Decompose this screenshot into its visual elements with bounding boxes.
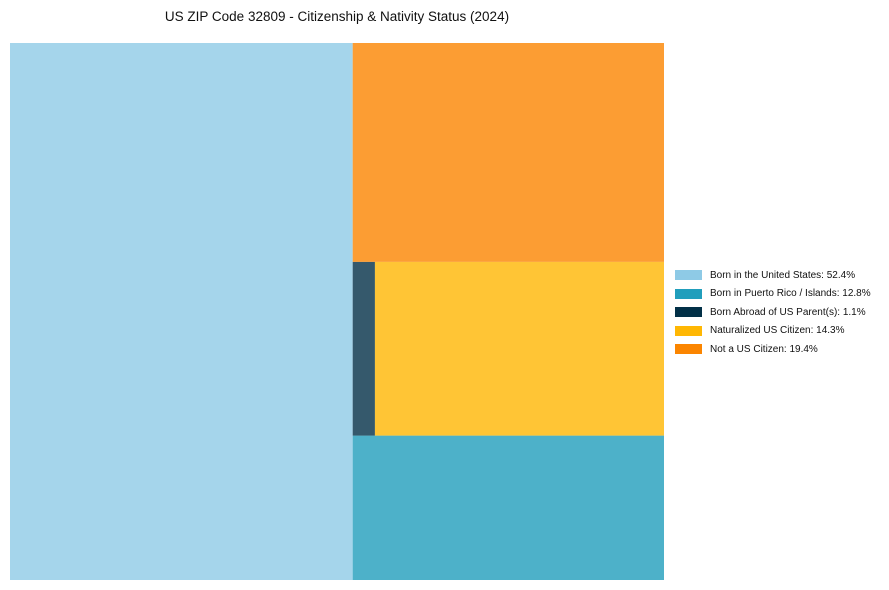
legend-swatch xyxy=(675,307,702,318)
legend-item-born-pr: Born in Puerto Rico / Islands: 12.8% xyxy=(675,285,871,304)
legend-label: Naturalized US Citizen: 14.3% xyxy=(710,325,845,337)
legend-item-naturalized: Naturalized US Citizen: 14.3% xyxy=(675,322,871,341)
chart-title: US ZIP Code 32809 - Citizenship & Nativi… xyxy=(164,9,510,24)
legend: Born in the United States: 52.4% Born in… xyxy=(675,266,871,359)
legend-label: Born in the United States: 52.4% xyxy=(710,269,856,281)
legend-item-not-citizen: Not a US Citizen: 19.4% xyxy=(675,340,871,359)
legend-swatch xyxy=(675,288,702,299)
legend-item-born-abroad: Born Abroad of US Parent(s): 1.1% xyxy=(675,303,871,322)
tile-born-abroad xyxy=(352,261,375,436)
legend-swatch xyxy=(675,270,702,281)
legend-label: Born in Puerto Rico / Islands: 12.8% xyxy=(710,288,871,300)
tile-born-pr xyxy=(352,435,664,580)
legend-swatch xyxy=(675,344,702,355)
treemap-plot xyxy=(10,43,664,580)
legend-label: Not a US Citizen: 19.4% xyxy=(710,343,818,355)
legend-label: Born Abroad of US Parent(s): 1.1% xyxy=(710,306,866,318)
tile-born-us xyxy=(10,43,353,580)
legend-item-born-us: Born in the United States: 52.4% xyxy=(675,266,871,285)
tile-naturalized xyxy=(374,261,664,436)
tile-not-citizen xyxy=(352,43,664,262)
legend-swatch xyxy=(675,325,702,336)
